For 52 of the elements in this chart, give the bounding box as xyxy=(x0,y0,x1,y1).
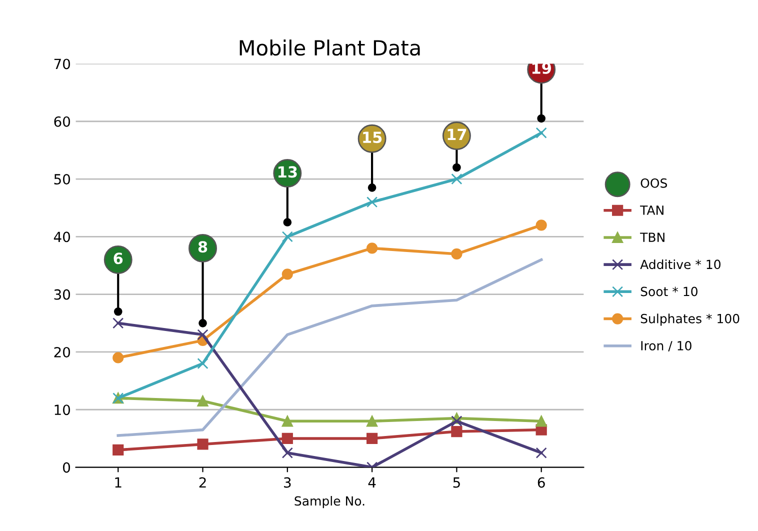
point xyxy=(366,416,378,427)
point xyxy=(366,432,378,444)
legend-label: Soot * 10 xyxy=(640,286,698,296)
x-tick-label: 4 xyxy=(368,477,376,488)
legend-label: Additive * 10 xyxy=(640,259,720,270)
annotation: 8 xyxy=(198,241,208,253)
point xyxy=(536,127,547,138)
point xyxy=(197,438,208,450)
legend-label: Iron / 10 xyxy=(641,340,692,352)
annotation: 17 xyxy=(448,128,466,140)
y-tick-label: 10 xyxy=(54,404,70,416)
legend-label: Sulphates * 100 xyxy=(640,314,740,326)
y-tick-label: 50 xyxy=(54,174,70,184)
point xyxy=(112,318,124,329)
x-tick-label: 5 xyxy=(453,477,460,488)
legend-label: OOS xyxy=(640,178,667,188)
legend-label: TAN xyxy=(640,206,664,215)
annotation: 15 xyxy=(363,132,382,144)
point xyxy=(282,447,293,458)
y-tick-label: 30 xyxy=(54,289,70,300)
y-tick-label: 60 xyxy=(54,116,70,127)
point xyxy=(112,352,124,364)
y-tick-label: 20 xyxy=(54,346,70,358)
x-tick-label: 2 xyxy=(199,477,206,488)
point xyxy=(282,268,293,280)
point xyxy=(536,416,547,427)
x-tick-label: 3 xyxy=(284,477,291,488)
point xyxy=(197,329,208,340)
point xyxy=(451,173,462,185)
y-tick-label: 0 xyxy=(63,462,70,473)
point xyxy=(451,248,462,260)
point xyxy=(112,444,124,456)
point xyxy=(197,395,208,407)
annotation: 13 xyxy=(278,166,297,178)
annotation: 6 xyxy=(114,252,123,264)
point xyxy=(282,432,293,444)
point xyxy=(451,416,462,427)
point xyxy=(197,358,208,370)
legend-label: TBN xyxy=(640,232,664,242)
y-tick-label: 40 xyxy=(54,232,70,242)
x-axis-title: Sample No. xyxy=(294,496,364,508)
y-tick-label: 70 xyxy=(54,58,70,70)
point xyxy=(451,426,462,438)
point xyxy=(536,220,547,231)
x-tick-label: 1 xyxy=(115,477,122,488)
point xyxy=(282,416,293,427)
point xyxy=(536,447,547,458)
point xyxy=(366,196,378,208)
chart-title: Mobile Plant Data xyxy=(240,40,420,56)
point xyxy=(282,231,293,242)
x-tick-label: 6 xyxy=(538,477,545,488)
point xyxy=(366,242,378,254)
